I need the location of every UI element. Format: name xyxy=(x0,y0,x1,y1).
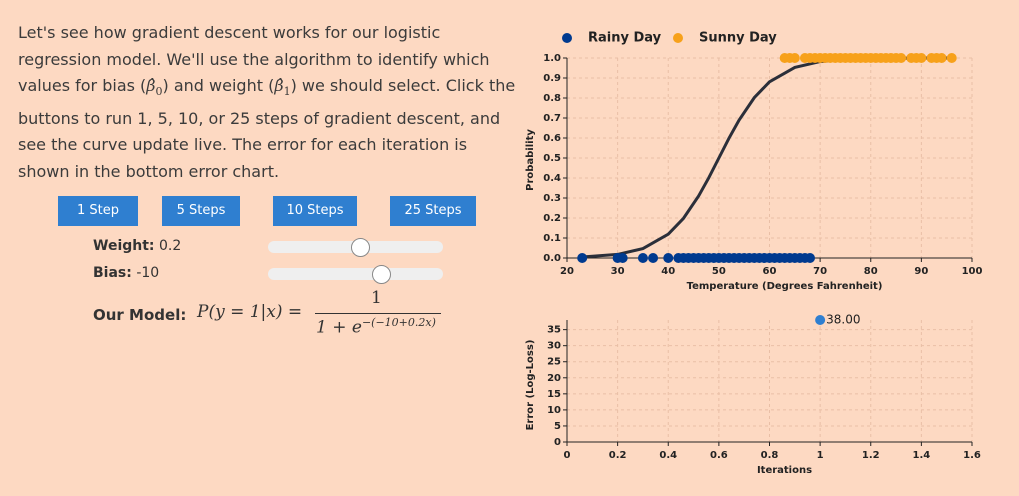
x-tick-label: 1.6 xyxy=(963,450,981,461)
y-tick-label: 5 xyxy=(554,421,561,432)
slider-thumb[interactable] xyxy=(372,265,391,284)
x-tick-label: 20 xyxy=(560,266,574,277)
legend-marker xyxy=(673,33,683,43)
y-tick-label: 0.4 xyxy=(543,173,561,184)
data-label: 38.00 xyxy=(826,313,860,327)
model-exponent: −(−10+0.2x) xyxy=(361,316,436,329)
data-point xyxy=(617,253,628,263)
data-point xyxy=(815,315,826,325)
y-tick-label: 0.3 xyxy=(543,193,561,204)
x-tick-label: 1.4 xyxy=(913,450,931,461)
bias-label: Bias: -10 xyxy=(93,265,159,281)
data-point xyxy=(663,253,674,263)
x-tick-label: 0.4 xyxy=(659,450,677,461)
data-point xyxy=(896,53,907,63)
x-tick-label: 1 xyxy=(817,450,824,461)
x-tick-label: 40 xyxy=(661,266,675,277)
legend-label: Sunny Day xyxy=(699,31,777,46)
x-axis-title: Iterations xyxy=(757,465,812,476)
label: Weight: xyxy=(93,238,155,254)
y-tick-label: 30 xyxy=(547,341,561,352)
y-tick-label: 15 xyxy=(547,389,561,400)
data-point xyxy=(805,253,815,263)
data-point xyxy=(577,253,588,263)
y-tick-label: 0.6 xyxy=(543,133,561,144)
x-tick-label: 100 xyxy=(962,266,983,277)
x-tick-label: 70 xyxy=(813,266,827,277)
math: β̂0 xyxy=(146,76,163,99)
step-button[interactable]: 5 Steps xyxy=(162,196,240,226)
y-tick-label: 0.7 xyxy=(543,113,561,124)
value: -10 xyxy=(136,265,160,281)
legend-marker xyxy=(562,33,572,43)
x-tick-label: 80 xyxy=(864,266,878,277)
x-tick-label: 1.2 xyxy=(862,450,880,461)
step-button[interactable]: 10 Steps xyxy=(273,196,357,226)
y-tick-label: 0.5 xyxy=(543,153,561,164)
text: Let's see how gradient descent works for… xyxy=(18,23,490,95)
data-point xyxy=(936,53,947,63)
math-symbol: β̂ xyxy=(274,76,284,95)
x-tick-label: 0 xyxy=(564,450,571,461)
weight-label: Weight: 0.2 xyxy=(93,238,181,254)
model-lhs: P(y = 1|x) = xyxy=(197,302,303,322)
y-tick-label: 0.9 xyxy=(543,73,561,84)
text: ) we should select. Click the buttons to… xyxy=(18,76,516,181)
y-tick-label: 0.8 xyxy=(543,93,561,104)
y-tick-label: 1.0 xyxy=(543,53,561,64)
data-point xyxy=(789,53,800,63)
x-tick-label: 0.2 xyxy=(609,450,627,461)
x-axis-title: Temperature (Degrees Fahrenheit) xyxy=(687,281,883,292)
bias-slider[interactable] xyxy=(268,265,443,284)
weight-slider[interactable] xyxy=(268,238,443,257)
y-tick-label: 0.1 xyxy=(543,233,561,244)
x-tick-label: 0.8 xyxy=(761,450,779,461)
model-numerator: 1 xyxy=(371,288,382,308)
fraction-line xyxy=(315,313,441,314)
slider-thumb[interactable] xyxy=(351,238,370,257)
data-point xyxy=(916,53,927,63)
math-subscript: 0 xyxy=(155,85,163,99)
y-tick-label: 20 xyxy=(547,373,561,384)
y-tick-label: 0.2 xyxy=(543,213,561,224)
y-axis-title: Probability xyxy=(525,129,536,191)
value: 0.2 xyxy=(158,238,182,254)
x-tick-label: 0.6 xyxy=(710,450,728,461)
y-tick-label: 25 xyxy=(547,357,561,368)
data-point xyxy=(648,253,659,263)
model-denominator: 1 + e−(−10+0.2x) xyxy=(316,316,436,338)
y-axis-title: Error (Log-Loss) xyxy=(525,340,536,431)
step-button[interactable]: 1 Step xyxy=(58,196,138,226)
data-point xyxy=(637,253,648,263)
math-symbol: β̂ xyxy=(146,76,156,95)
legend-label: Rainy Day xyxy=(588,31,662,46)
y-tick-label: 10 xyxy=(547,405,561,416)
x-tick-label: 90 xyxy=(914,266,928,277)
x-tick-label: 60 xyxy=(763,266,777,277)
data-point xyxy=(946,53,957,63)
x-tick-label: 50 xyxy=(712,266,726,277)
y-tick-label: 35 xyxy=(547,325,561,336)
label: Bias: xyxy=(93,265,132,281)
math-subscript: 1 xyxy=(283,85,291,99)
y-tick-label: 0.0 xyxy=(543,253,561,264)
intro-text: Let's see how gradient descent works for… xyxy=(18,20,518,185)
model-label: Our Model: xyxy=(93,306,187,324)
x-tick-label: 30 xyxy=(611,266,625,277)
text: 1 + e xyxy=(316,317,362,338)
math: β̂1 xyxy=(274,76,291,99)
step-button[interactable]: 25 Steps xyxy=(390,196,476,226)
y-tick-label: 0 xyxy=(554,437,561,448)
text: ) and weight ( xyxy=(162,76,275,95)
